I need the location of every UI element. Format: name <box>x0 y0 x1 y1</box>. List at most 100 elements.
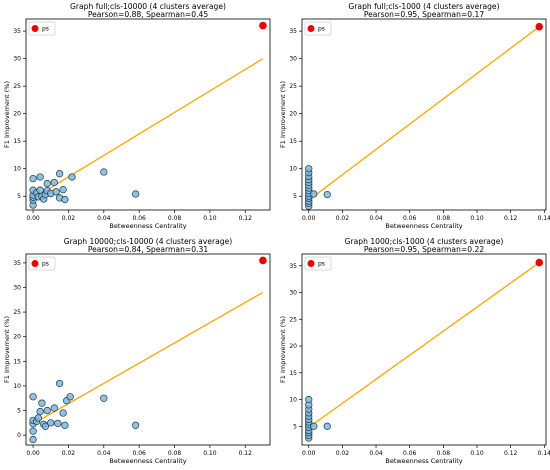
x-tick-label: 0.08 <box>168 215 182 222</box>
y-axis-label: F1 Improvement (%) <box>3 316 11 383</box>
ps-series <box>259 21 267 30</box>
x-tick-label: 0.12 <box>504 450 518 457</box>
data-point <box>66 393 74 401</box>
scatter-series <box>305 165 331 210</box>
y-tick-label: 30 <box>13 56 21 63</box>
ps-point <box>535 22 544 31</box>
y-axis-label: F1 Improvement (%) <box>3 81 11 148</box>
x-axis-label: Betweenness Centrality <box>385 457 462 465</box>
y-tick-label: 10 <box>289 166 297 173</box>
legend-label: ps <box>42 26 49 33</box>
x-tick-label: 0.10 <box>470 450 484 457</box>
data-point <box>36 186 44 194</box>
chart-title: Graph full;cls-10000 (4 clusters average… <box>70 2 226 11</box>
y-tick-label: 15 <box>289 138 297 145</box>
ps-point <box>259 21 267 30</box>
x-tick-label: 0.00 <box>302 450 316 457</box>
x-tick-label: 0.14 <box>538 450 550 457</box>
data-point <box>36 407 44 416</box>
y-tick-label: 25 <box>289 83 297 90</box>
y-tick-label: 10 <box>13 166 21 173</box>
chart-title: Graph full;cls-1000 (4 clusters average) <box>348 2 499 11</box>
y-axis-label: F1 Improvement (%) <box>279 316 287 383</box>
x-tick-label: 0.10 <box>203 450 217 457</box>
x-tick-label: 0.00 <box>302 215 316 222</box>
x-tick-label: 0.04 <box>97 450 111 457</box>
chart-title: Graph 10000;cls-10000 (4 clusters averag… <box>64 237 232 246</box>
data-point <box>61 195 69 204</box>
data-point <box>100 394 108 402</box>
data-point <box>43 179 51 188</box>
y-tick-label: 15 <box>13 358 21 365</box>
legend-label: ps <box>318 26 325 33</box>
x-tick-label: 0.06 <box>403 215 417 222</box>
ps-series <box>259 256 267 265</box>
y-tick-label: 35 <box>13 28 21 35</box>
legend-label: ps <box>318 261 325 268</box>
x-tick-label: 0.02 <box>62 215 76 222</box>
data-point <box>43 406 51 415</box>
axes-frame <box>301 18 547 211</box>
x-axis-label: Betweenness Centrality <box>109 457 186 465</box>
y-tick-label: 20 <box>289 111 297 118</box>
y-tick-label: 15 <box>289 370 297 377</box>
x-tick-label: 0.08 <box>437 450 451 457</box>
y-axis-label: F1 Improvement (%) <box>279 81 287 148</box>
legend-label: ps <box>42 261 49 268</box>
x-tick-label: 0.08 <box>168 450 182 457</box>
y-tick-label: 15 <box>13 138 21 145</box>
y-tick-label: 25 <box>13 83 21 90</box>
subplot-2: Graph full;cls-1000 (4 clusters average)… <box>279 2 550 230</box>
y-tick-label: 25 <box>13 309 21 316</box>
data-point <box>41 422 50 430</box>
ps-series <box>535 22 544 31</box>
ps-point <box>259 256 267 265</box>
y-tick-label: 0 <box>17 432 21 439</box>
legend: ps <box>28 256 56 271</box>
y-tick-label: 20 <box>289 343 297 350</box>
axes-frame <box>301 253 547 446</box>
ps-series <box>535 258 544 267</box>
x-tick-label: 0.04 <box>369 450 383 457</box>
data-point <box>131 190 140 198</box>
legend-marker <box>31 260 39 267</box>
y-tick-label: 20 <box>13 334 21 341</box>
scatter-series <box>29 168 140 209</box>
data-point <box>100 168 108 176</box>
data-point <box>50 178 58 187</box>
legend-marker <box>31 25 39 32</box>
data-point <box>323 190 331 199</box>
data-point <box>131 421 140 429</box>
ps-point <box>535 258 544 267</box>
axes-frame <box>25 253 271 446</box>
scatter-series <box>29 379 140 444</box>
data-point <box>68 173 76 181</box>
data-point <box>310 190 318 198</box>
data-point <box>310 422 318 430</box>
legend-marker <box>307 25 315 32</box>
x-tick-label: 0.12 <box>504 215 518 222</box>
subplot-3: Graph 10000;cls-10000 (4 clusters averag… <box>3 237 271 465</box>
data-point <box>54 419 62 427</box>
regression-line <box>308 26 540 201</box>
data-point <box>305 165 313 173</box>
data-point <box>34 414 43 422</box>
legend: ps <box>304 21 332 36</box>
data-point <box>323 422 331 430</box>
y-tick-label: 30 <box>289 290 297 297</box>
legend: ps <box>304 256 332 271</box>
subplot-1: Graph full;cls-10000 (4 clusters average… <box>3 2 271 230</box>
y-tick-label: 5 <box>17 193 21 200</box>
x-tick-label: 0.02 <box>62 450 76 457</box>
chart-subtitle: Pearson=0.88, Spearman=0.45 <box>88 10 209 19</box>
chart-subtitle: Pearson=0.84, Spearman=0.31 <box>88 245 209 254</box>
x-tick-label: 0.10 <box>470 215 484 222</box>
data-point <box>38 399 46 407</box>
x-tick-label: 0.06 <box>132 215 146 222</box>
y-tick-label: 20 <box>13 111 21 118</box>
data-point <box>61 421 69 429</box>
data-point <box>29 427 37 435</box>
y-tick-label: 5 <box>293 423 297 430</box>
x-tick-label: 0.10 <box>203 215 217 222</box>
data-point <box>29 174 37 183</box>
